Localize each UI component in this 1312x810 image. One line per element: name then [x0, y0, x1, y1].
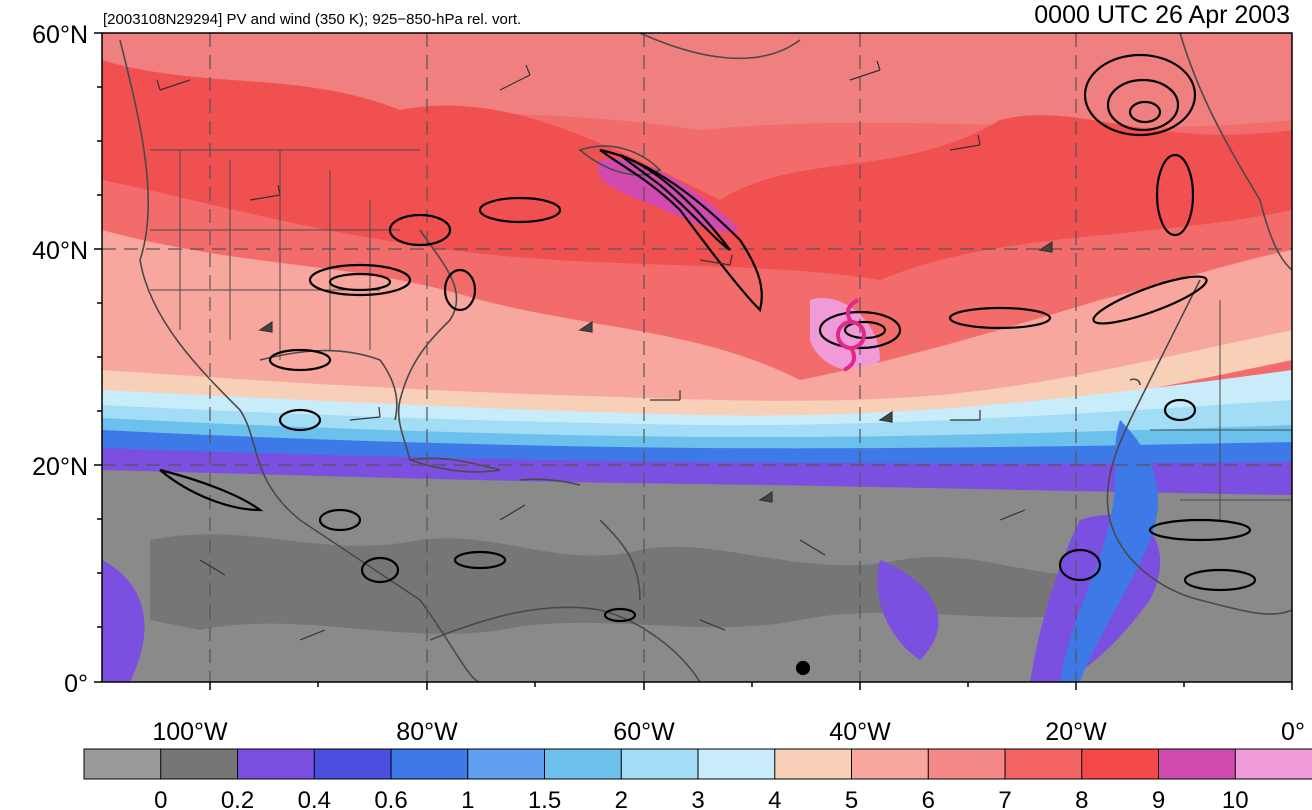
pv-band-magenta-patch	[597, 158, 740, 233]
canary-islands	[1129, 378, 1141, 386]
colorbar-swatch	[390, 748, 469, 780]
colorbar-label: 2	[615, 787, 628, 810]
colorbar-swatch	[160, 748, 239, 780]
colorbar-label: 10	[1222, 787, 1249, 810]
pv-band-salmon	[102, 230, 1292, 410]
colorbar-label: 7	[998, 787, 1011, 810]
lat-label-40n: 40°N	[32, 237, 88, 265]
figure-datetime: 0000 UTC 26 Apr 2003	[1034, 1, 1290, 29]
colorbar-swatch	[83, 748, 162, 780]
lon-label-20w: 20°W	[1045, 718, 1107, 746]
colorbar-swatch	[237, 748, 316, 780]
colorbar-swatch	[620, 748, 699, 780]
pv-band-peach	[102, 330, 1292, 418]
colorbar-label: 0	[154, 787, 167, 810]
colorbar-swatch	[544, 748, 623, 780]
colorbar-swatch	[1081, 748, 1160, 780]
figure-subtitle: [2003108N29294] PV and wind (350 K); 925…	[103, 11, 521, 28]
colorbar-label: 1	[461, 787, 474, 810]
colorbar-label: 8	[1075, 787, 1088, 810]
colorbar-swatch	[1158, 748, 1237, 780]
colorbar-swatch	[851, 748, 930, 780]
pv-band-violet-south-patches	[102, 514, 1161, 682]
colorbar-swatch	[313, 748, 392, 780]
political-borders	[150, 149, 1292, 520]
colorbar-label: 0.2	[221, 787, 254, 810]
tropical-cyclone-symbol	[836, 298, 866, 372]
greenland-south	[639, 33, 801, 60]
cuba	[409, 457, 501, 473]
colorbar-swatch	[1234, 748, 1312, 780]
graticule	[102, 33, 1292, 682]
newfoundland	[578, 145, 662, 176]
colorbar-label: 0.6	[374, 787, 407, 810]
colorbar-label: 1.5	[528, 787, 561, 810]
pv-band-red-core	[102, 60, 1292, 280]
map-panel	[102, 33, 1292, 682]
gulf-coast	[259, 349, 398, 421]
vorticity-contours	[159, 53, 1257, 676]
lon-label-80w: 80°W	[396, 718, 458, 746]
pv-band-violet	[102, 448, 1292, 498]
pv-band-blue-tongue-east	[1060, 420, 1159, 682]
colorbar-label: 5	[845, 787, 858, 810]
us-east-coast	[397, 229, 458, 461]
colorbar-label: 6	[922, 787, 935, 810]
colorbar-label: 3	[691, 787, 704, 810]
colorbar: 0 0.2 0.4 0.6 1 1.5 2 3 4 5 6 7 8 9 10	[83, 748, 1312, 810]
europe-coast	[1179, 33, 1292, 271]
colorbar-swatch	[927, 748, 1006, 780]
colorbar-swatch	[1004, 748, 1083, 780]
lon-label-0: 0°	[1281, 718, 1305, 746]
coastlines	[119, 33, 1292, 682]
lat-label-0: 0°	[64, 670, 88, 698]
wind-barbs	[156, 60, 1053, 641]
caribbean-islands	[519, 478, 641, 601]
lon-label-60w: 60°W	[613, 718, 675, 746]
south-america-coast	[429, 606, 701, 682]
north-america-coast	[119, 39, 481, 682]
lon-label-40w: 40°W	[829, 718, 891, 746]
lon-label-100w: 100°W	[152, 718, 228, 746]
axis-ticks	[94, 32, 1293, 690]
colorbar-label: 4	[768, 787, 781, 810]
pv-shading	[102, 33, 1292, 682]
colorbar-label: 9	[1152, 787, 1165, 810]
pv-band-pink-patch	[810, 298, 880, 371]
lat-label-60n: 60°N	[32, 21, 88, 49]
colorbar-label: 0.4	[298, 787, 331, 810]
colorbar-swatch	[774, 748, 853, 780]
lat-label-20n: 20°N	[32, 453, 88, 481]
colorbar-swatch	[697, 748, 776, 780]
colorbar-swatch	[467, 748, 546, 780]
pv-band-dark-gray-patches	[150, 534, 1120, 634]
iberia-africa-coast	[1106, 279, 1292, 615]
pv-band-high-north	[102, 33, 1292, 130]
